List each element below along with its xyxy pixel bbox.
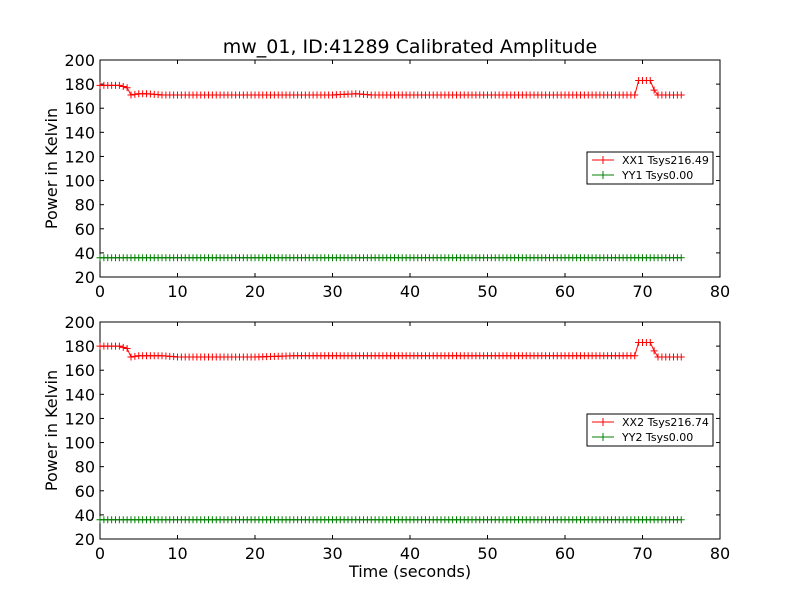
y-axis-label: Power in Kelvin <box>42 108 61 229</box>
y-axis-label: Power in Kelvin <box>42 370 61 491</box>
chart-title: mw_01, ID:41289 Calibrated Amplitude <box>223 36 598 58</box>
x-tick-label: 70 <box>632 544 652 563</box>
legend-label: YY1 Tsys0.00 <box>621 169 693 182</box>
series-yy <box>96 254 685 262</box>
data-point <box>677 516 685 524</box>
legend-marker <box>599 418 607 426</box>
y-tick-label: 140 <box>64 123 95 142</box>
x-tick-label: 20 <box>245 544 265 563</box>
legend-marker <box>599 171 607 179</box>
bottom-panel: 0 10 20 30 40 50 60 70 80 20 40 60 80 100 120 140 160 180… <box>42 313 730 581</box>
data-point <box>650 347 658 355</box>
x-tick-label: 10 <box>167 544 187 563</box>
series-xx <box>96 76 685 99</box>
legend-label: XX1 Tsys216.49 <box>622 154 709 167</box>
x-axis-label: Time (seconds) <box>348 562 471 581</box>
series-xx <box>96 338 685 361</box>
y-tick-label: 40 <box>75 244 95 263</box>
legend-label: YY2 Tsys0.00 <box>621 431 693 444</box>
x-tick-label: 80 <box>710 282 730 301</box>
x-tick-label: 80 <box>710 544 730 563</box>
y-tick-label: 20 <box>75 530 95 549</box>
data-point <box>646 338 654 346</box>
y-tick-label: 160 <box>64 99 95 118</box>
x-tick-label: 30 <box>322 544 342 563</box>
legend-marker <box>599 156 607 164</box>
data-point <box>650 86 658 94</box>
x-tick-label: 70 <box>632 282 652 301</box>
y-tick-label: 200 <box>64 313 95 332</box>
x-tick-label: 60 <box>555 544 575 563</box>
data-point <box>123 345 131 353</box>
data-point <box>677 254 685 262</box>
legend: XX2 Tsys216.74 YY2 Tsys0.00 <box>586 413 714 447</box>
y-tick-label: 80 <box>75 458 95 477</box>
data-point <box>119 83 127 91</box>
x-tick-label: 60 <box>555 282 575 301</box>
y-tick-label: 140 <box>64 385 95 404</box>
data-point <box>646 76 654 84</box>
y-tick-label: 60 <box>75 482 95 501</box>
data-point <box>631 352 639 360</box>
data-point <box>115 342 123 350</box>
top-panel: 0 10 20 30 40 50 60 70 80 20 40 60 80 100 120 140 160 180… <box>42 51 730 301</box>
data-point <box>677 91 685 99</box>
data-point <box>127 91 135 99</box>
y-tick-label: 100 <box>64 172 95 191</box>
data-point <box>115 81 123 89</box>
x-tick-label: 40 <box>400 544 420 563</box>
y-tick-label: 120 <box>64 147 95 166</box>
series-yy <box>96 516 685 524</box>
y-tick-label: 120 <box>64 409 95 428</box>
y-tick-label: 20 <box>75 268 95 287</box>
x-tick-label: 0 <box>95 282 105 301</box>
data-point <box>119 343 127 351</box>
data-point <box>677 353 685 361</box>
x-tick-label: 30 <box>322 282 342 301</box>
data-point <box>131 90 139 98</box>
legend-box <box>586 413 714 447</box>
y-tick-label: 200 <box>64 51 95 70</box>
y-tick-label: 80 <box>75 196 95 215</box>
x-tick-label: 50 <box>477 282 497 301</box>
y-tick-label: 100 <box>64 434 95 453</box>
y-tick-label: 180 <box>64 337 95 356</box>
legend-label: XX2 Tsys216.74 <box>622 416 709 429</box>
data-point <box>123 84 131 92</box>
x-tick-label: 40 <box>400 282 420 301</box>
data-point <box>631 91 639 99</box>
y-tick-label: 60 <box>75 220 95 239</box>
legend: XX1 Tsys216.49 YY1 Tsys0.00 <box>586 151 714 185</box>
x-tick-label: 0 <box>95 544 105 563</box>
data-point <box>127 353 135 361</box>
y-tick-label: 180 <box>64 75 95 94</box>
legend-box <box>586 151 714 185</box>
x-tick-label: 20 <box>245 282 265 301</box>
x-tick-label: 50 <box>477 544 497 563</box>
y-tick-label: 40 <box>75 506 95 525</box>
data-point <box>131 352 139 360</box>
y-tick-label: 160 <box>64 361 95 380</box>
legend-marker <box>599 433 607 441</box>
x-tick-label: 10 <box>167 282 187 301</box>
